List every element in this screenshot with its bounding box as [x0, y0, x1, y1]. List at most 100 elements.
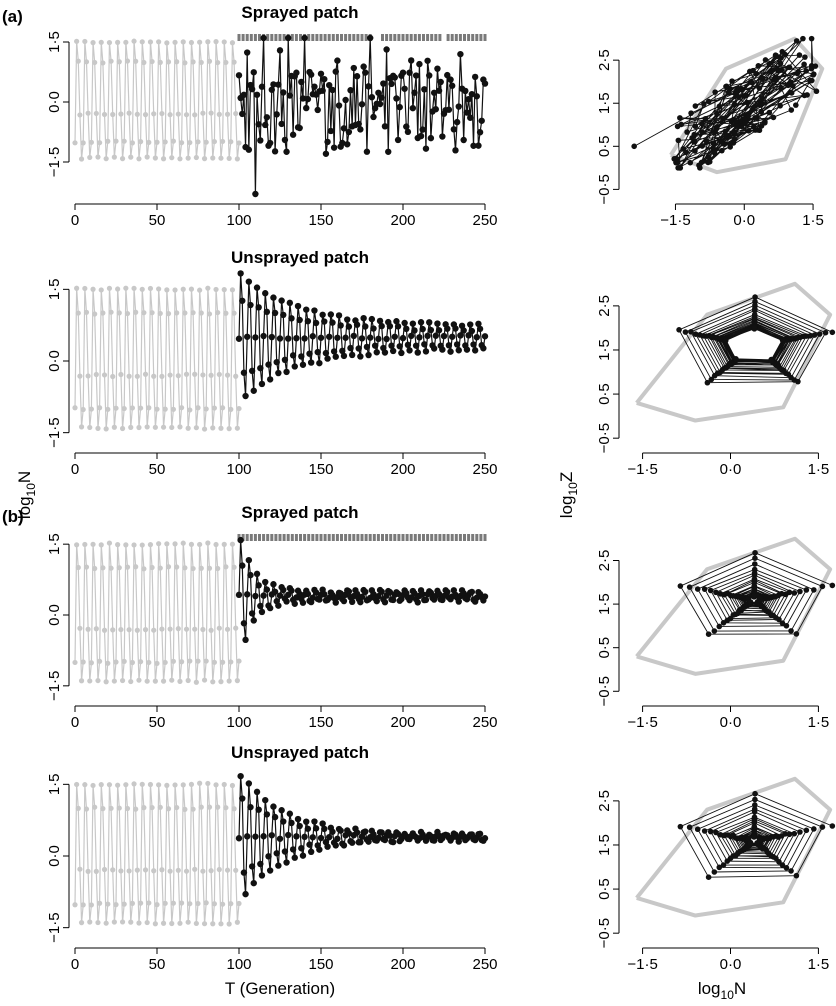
b-sprayed-ts-pre-point — [167, 626, 173, 632]
b-sprayed-ts-pre-point — [223, 564, 229, 570]
a-sprayed-ts-post-point — [319, 87, 326, 94]
a-unsprayed-ts-pre-point — [126, 373, 132, 379]
a-unsprayed-ts-post-point — [266, 376, 274, 383]
a-sprayed-ts-spray-mark — [237, 34, 241, 41]
a-sprayed-ts-pre-point — [97, 140, 103, 146]
a-sprayed-ts-post-point — [435, 87, 443, 94]
a-unsprayed-ts-post-point — [280, 311, 287, 319]
b-sprayed-ts-spray-mark — [450, 534, 454, 541]
a-unsprayed-ts-post-point — [289, 352, 297, 359]
b-sprayed-ts-post-point — [237, 536, 244, 544]
b-sprayed-ts-pre-point — [198, 565, 204, 571]
a-unsprayed-phase-point — [676, 326, 682, 333]
b-unsprayed-ts-pre-point — [179, 900, 185, 906]
b-sprayed-ts-pre-point — [190, 565, 196, 572]
b-sprayed-ts-post-point — [248, 610, 256, 617]
a-unsprayed-ts-post-point — [252, 334, 259, 341]
a-unsprayed-ts-post-point — [439, 346, 446, 353]
b-unsprayed-ts-pre-point — [108, 805, 114, 811]
b-unsprayed-ts-pre-point — [185, 919, 191, 925]
b-unsprayed-ts-pre-point — [220, 901, 226, 907]
a-unsprayed-ts-post-point — [455, 347, 462, 354]
a-unsprayed-ts-pre-point — [147, 285, 154, 292]
a-sprayed-phase-point — [788, 107, 795, 113]
a-sprayed-ts-pre-point — [187, 139, 193, 146]
y-axis-title-base: log — [15, 496, 34, 519]
a-sprayed-ts-post-point — [353, 73, 361, 80]
a-unsprayed-phase-point — [768, 357, 774, 364]
b-unsprayed-ts-pre-point — [201, 921, 208, 927]
a-sprayed-ts-post-point — [465, 95, 472, 103]
a-unsprayed-ts-post-point — [411, 327, 418, 334]
b-sprayed-ts-post-point — [419, 591, 426, 598]
a-sprayed-ts-post-point — [434, 65, 441, 72]
a-unsprayed-ts-pre-point — [180, 286, 186, 292]
b-unsprayed-ts-post-point — [248, 863, 256, 870]
a-unsprayed-ts-post-point — [285, 335, 292, 342]
b-sprayed-ts-spray-mark — [422, 534, 425, 541]
b-sprayed-ts-pre-point — [195, 658, 201, 664]
a-sprayed-ts-spray-mark — [471, 34, 475, 41]
a-unsprayed-ts-post-point — [363, 343, 371, 351]
a-sprayed-phase-point — [752, 127, 758, 133]
a-sprayed-phase-point — [796, 52, 803, 58]
a-unsprayed-ts-post-point — [422, 348, 430, 355]
b-unsprayed-phase-point — [677, 823, 684, 830]
b-sprayed-phase-point — [701, 586, 708, 592]
a-unsprayed-ts-pre-point — [229, 287, 236, 293]
a-unsprayed-ts-pre-point — [115, 286, 121, 292]
a-unsprayed-ts-post-point — [344, 316, 351, 323]
a-unsprayed-ts-post-point — [389, 347, 397, 355]
a-unsprayed-ts-pre-point — [183, 371, 190, 377]
b-sprayed-ts-pre-point — [216, 625, 222, 631]
b-sprayed-ts-spray-mark — [299, 534, 302, 541]
b-unsprayed-phase-point — [713, 829, 719, 836]
b-unsprayed-phase-panel: −1·5 0·0 1·5 −0·5 0·5 1·5 2·5 — [596, 776, 836, 973]
a-unsprayed-ts-post-point — [348, 351, 356, 359]
b-sprayed-ts-spray-mark — [327, 534, 331, 541]
a-sprayed-ts-post-point — [307, 71, 315, 78]
a-unsprayed-ts-post-point — [330, 348, 338, 355]
a-unsprayed-ts-post-point — [307, 359, 315, 366]
a-unsprayed-ts-post-point — [467, 321, 474, 328]
a-unsprayed-ts-post-point — [447, 348, 454, 355]
a-unsprayed-ts-pre-point — [211, 405, 217, 411]
a-sprayed-phase-point — [692, 148, 698, 154]
a-sprayed-ts-pre-point — [142, 112, 149, 118]
a-sprayed-ts-pre-point — [177, 156, 183, 162]
a-sprayed-ts-post-point — [380, 80, 387, 87]
a-sprayed-phase-point — [705, 154, 711, 160]
a-sprayed-ts-pre-point — [182, 60, 188, 66]
b-unsprayed-ts-pre-point — [101, 866, 108, 873]
a-unsprayed-ts-post-point — [268, 333, 275, 341]
a-unsprayed-ts-pre-point — [142, 371, 149, 377]
a-unsprayed-ts-title: Unsprayed patch — [231, 248, 369, 267]
a-sprayed-ts-post-point — [463, 109, 471, 116]
b-unsprayed-ts-pre-point — [146, 900, 152, 906]
b-sprayed-ts-post-point — [340, 597, 348, 605]
b-sprayed-ts-pre-point — [224, 626, 231, 632]
a-sprayed-ts-pre-point — [216, 111, 222, 117]
b-sprayed-ts-post-point — [276, 592, 284, 599]
a-unsprayed-ts-pre-point — [131, 285, 137, 291]
a-sprayed-phase-y-tick-label: 1·5 — [596, 92, 613, 114]
a-unsprayed-ts-post-point — [242, 392, 249, 400]
b-sprayed-ts-spray-mark — [253, 534, 257, 541]
a-sprayed-ts-post-point — [376, 100, 384, 108]
a-unsprayed-ts-post-point — [340, 352, 348, 360]
a-sprayed-ts-pre-point — [113, 138, 119, 144]
a-unsprayed-ts-post-point — [460, 327, 467, 334]
a-unsprayed-ts-panel: 0 50 100 150 200 250 −1·5 0·0 1·5 Unsprayed patch — [46, 248, 498, 478]
a-unsprayed-ts-post-point — [430, 345, 438, 352]
b-sprayed-phase-point — [788, 628, 794, 634]
b-unsprayed-ts-post-point — [265, 853, 272, 860]
a-sprayed-phase-y-tick-label: −0·5 — [596, 174, 613, 204]
a-sprayed-ts-post-point — [273, 111, 280, 118]
b-unsprayed-ts-post-point — [375, 834, 382, 842]
b-sprayed-ts-pre-point — [152, 678, 158, 684]
a-sprayed-phase-point — [719, 147, 725, 154]
a-unsprayed-ts-pre-point — [192, 371, 198, 377]
a-sprayed-ts-post-point — [396, 103, 403, 111]
a-sprayed-ts-pre-point — [190, 59, 196, 65]
a-sprayed-ts-post-point — [263, 114, 271, 121]
